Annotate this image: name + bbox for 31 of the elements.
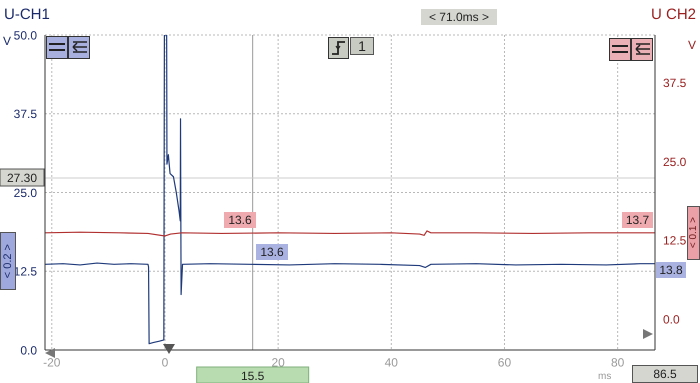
y-tick-label: 37.5	[14, 107, 38, 122]
ref-line-label: 27.30	[6, 171, 38, 186]
annotation: 1	[358, 38, 366, 54]
x-tick-label: -20	[43, 356, 61, 370]
text: ms	[598, 371, 612, 382]
x-tick-label: 60	[498, 356, 512, 370]
y2-tick-label: 12.5	[663, 234, 687, 248]
y2-tick-label: 25.0	[663, 154, 687, 169]
y-axis-title: U-CH1	[4, 6, 50, 23]
x-tick-label: 20	[271, 356, 286, 370]
ref-line-label: 15.5	[240, 369, 265, 383]
x-tick-label: 40	[384, 356, 398, 370]
y2-axis-title: U CH2	[650, 6, 696, 23]
y2-tick-label: 0.0	[663, 312, 680, 326]
annotation: 13.6	[228, 213, 252, 227]
text: V	[3, 34, 12, 48]
y-tick-label: 25.0	[14, 186, 38, 200]
annotation: 13.6	[260, 245, 284, 259]
y-tick-label: 50.0	[14, 28, 38, 42]
text: < 0.1 >	[688, 217, 699, 249]
y-tick-label: 12.5	[14, 264, 38, 279]
x-tick-label: 80	[610, 356, 625, 370]
y-tick-label: 0.0	[20, 343, 38, 358]
text: 86.5	[653, 367, 677, 381]
text: < 0.2 >	[2, 244, 14, 278]
x-tick-label: 0	[162, 356, 169, 370]
text: 13.8	[659, 263, 683, 277]
y2-tick-label: 37.5	[663, 76, 687, 90]
text: < 71.0ms >	[428, 10, 490, 24]
annotation: 13.7	[626, 213, 650, 227]
text: V	[688, 38, 696, 52]
